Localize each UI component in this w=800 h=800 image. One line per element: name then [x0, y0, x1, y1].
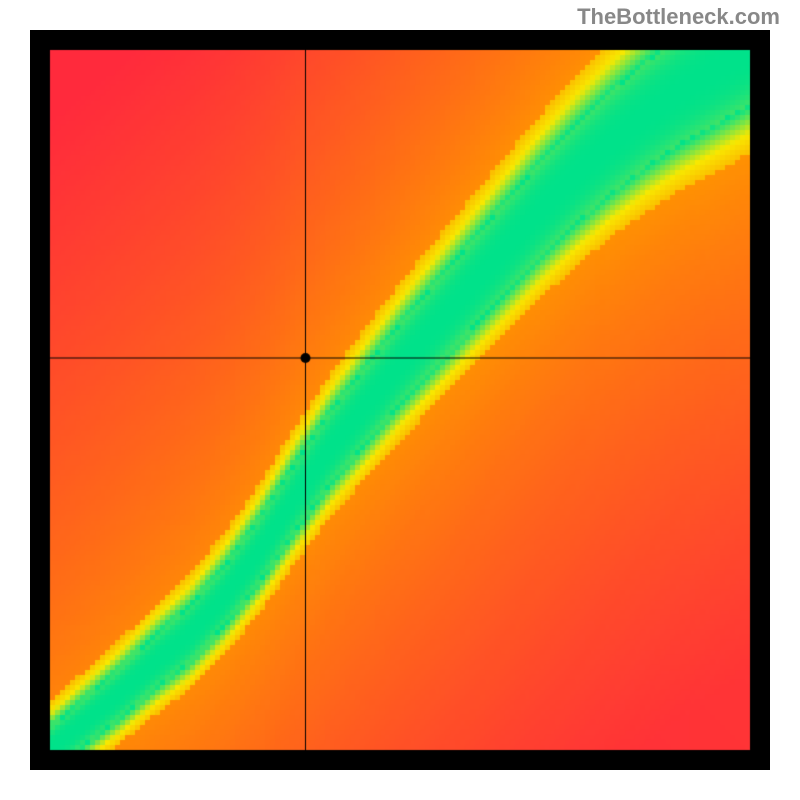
plot-outer-border: [30, 30, 770, 770]
watermark-text: TheBottleneck.com: [577, 4, 780, 30]
heatmap-canvas: [30, 30, 770, 770]
